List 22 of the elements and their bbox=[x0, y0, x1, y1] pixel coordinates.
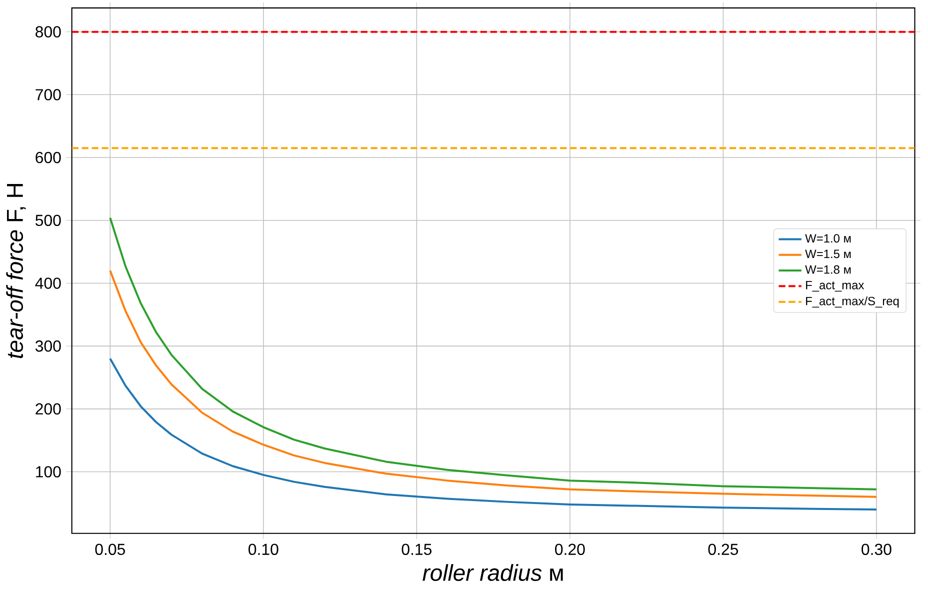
x-tick-label: 0.10 bbox=[248, 544, 278, 556]
y-tick-label: 600 bbox=[36, 152, 61, 164]
x-tick-label: 0.20 bbox=[555, 544, 585, 556]
y-tick-label: 700 bbox=[36, 89, 61, 100]
y-tick-label: 200 bbox=[36, 403, 61, 415]
y-tick-label: 400 bbox=[35, 278, 61, 289]
line-series bbox=[109, 358, 878, 510]
y-tick-label: 300 bbox=[35, 340, 61, 352]
y-axis-title: tear-off force F, Н bbox=[6, 184, 26, 358]
legend-label: W=1.5 м bbox=[805, 250, 851, 258]
x-tick-label: 0.30 bbox=[862, 544, 892, 556]
legend-label: F_act_max/S_req bbox=[806, 296, 899, 308]
legend-label: W=1.8 м bbox=[805, 265, 851, 274]
x-tick-label: 0.15 bbox=[402, 544, 432, 556]
x-tick-label: 0.05 bbox=[95, 544, 125, 556]
x-axis-title: roller radius м bbox=[422, 564, 563, 582]
legend-label: W=1.0 м bbox=[805, 234, 851, 243]
y-tick-label: 800 bbox=[36, 26, 61, 38]
x-tick-label: 0.25 bbox=[708, 544, 738, 556]
y-tick-label: 500 bbox=[36, 214, 61, 226]
y-tick-label: 100 bbox=[36, 466, 61, 478]
legend-label: F_act_max bbox=[806, 280, 864, 292]
